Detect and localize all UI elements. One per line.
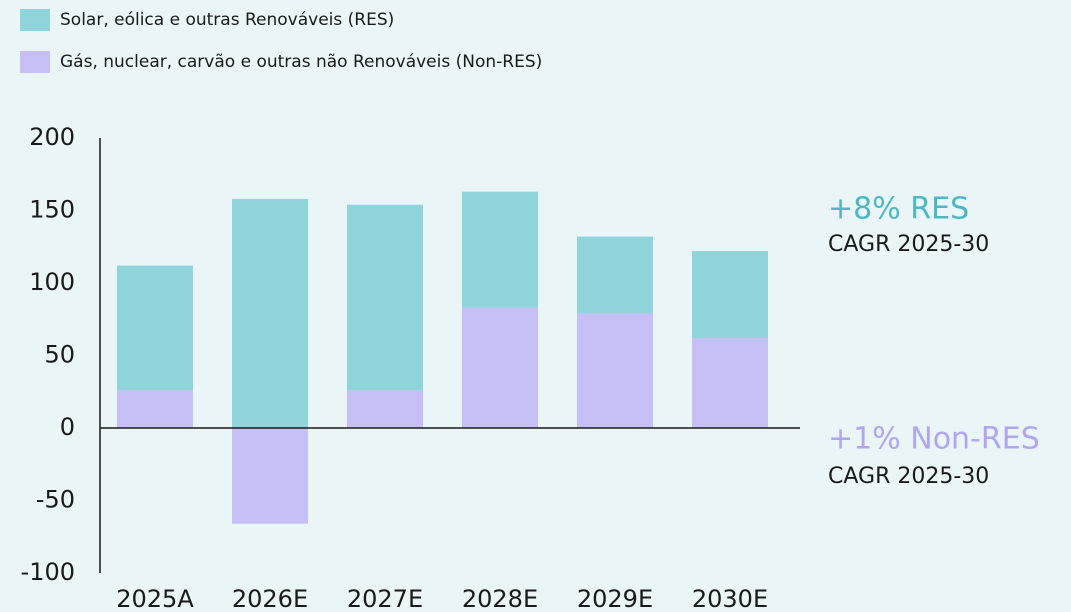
bar-segment bbox=[232, 428, 308, 524]
x-tick-label: 2028E bbox=[462, 585, 538, 612]
legend-swatch bbox=[20, 9, 50, 31]
bar-segment bbox=[692, 251, 768, 339]
bar-segment bbox=[462, 307, 538, 428]
y-tick-label: 0 bbox=[60, 413, 75, 441]
y-tick-label: -100 bbox=[21, 558, 75, 586]
x-tick-label: 2025A bbox=[116, 585, 194, 612]
legend-label: Solar, eólica e outras Renováveis (RES) bbox=[60, 10, 394, 30]
bar-segment bbox=[117, 390, 193, 428]
legend-swatch bbox=[20, 51, 50, 73]
y-tick-label: 50 bbox=[44, 341, 75, 369]
x-tick-label: 2027E bbox=[347, 585, 423, 612]
bar-segment bbox=[577, 313, 653, 428]
annotation: +8% RES bbox=[828, 192, 969, 227]
y-tick-label: 150 bbox=[29, 196, 75, 224]
y-tick-label: -50 bbox=[36, 486, 75, 514]
bar-segment bbox=[232, 198, 308, 428]
y-tick-label: 200 bbox=[29, 123, 75, 151]
annotation: CAGR 2025-30 bbox=[828, 464, 989, 489]
x-tick-label: 2030E bbox=[692, 585, 768, 612]
annotation: +1% Non-RES bbox=[828, 422, 1040, 457]
bar-segment bbox=[462, 191, 538, 308]
x-tick-label: 2026E bbox=[232, 585, 308, 612]
bar-segment bbox=[347, 204, 423, 391]
bar-segment bbox=[117, 265, 193, 391]
legend-label: Gás, nuclear, carvão e outras não Renová… bbox=[60, 52, 542, 72]
bar-segment bbox=[692, 338, 768, 428]
bar-segment bbox=[347, 390, 423, 428]
bar-segment bbox=[577, 236, 653, 314]
x-tick-label: 2029E bbox=[577, 585, 653, 612]
annotation: CAGR 2025-30 bbox=[828, 232, 989, 257]
y-tick-label: 100 bbox=[29, 268, 75, 296]
